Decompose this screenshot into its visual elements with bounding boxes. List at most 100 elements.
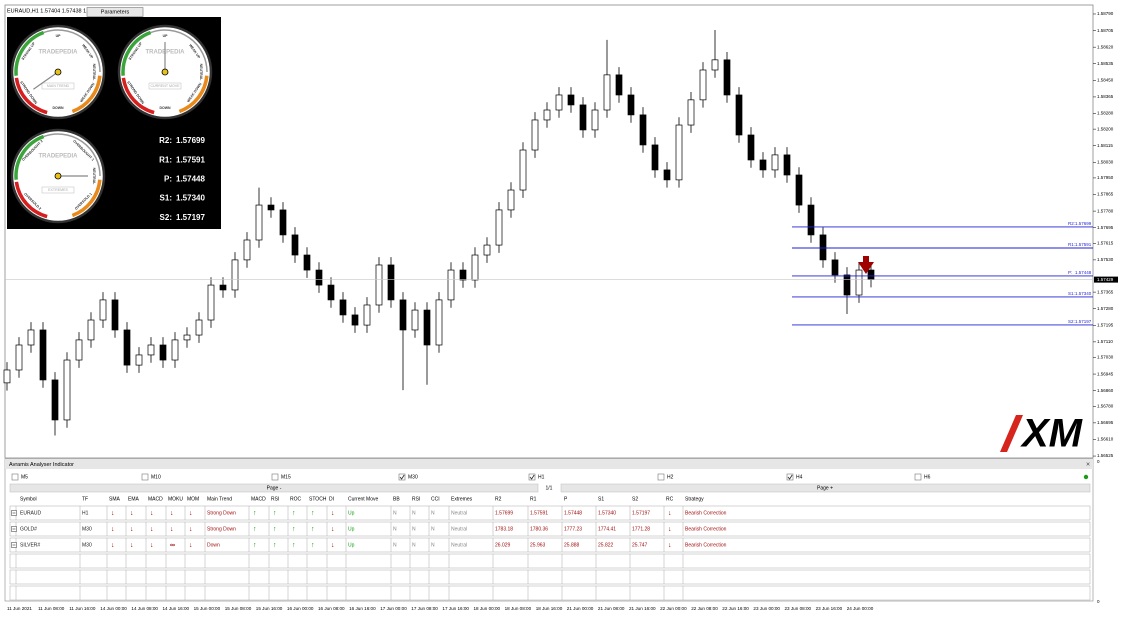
parameters-button[interactable]: [86, 7, 144, 17]
candle-body: [267, 204, 275, 211]
candle-body: [135, 354, 143, 366]
table-cell: Up: [348, 526, 355, 532]
candle-body: [795, 174, 803, 206]
checkmark: [399, 474, 405, 480]
timeframe-checkbox[interactable]: [271, 473, 279, 481]
candle-body: [315, 269, 323, 286]
candle-body: [147, 344, 155, 356]
scale-label: 0: [1097, 599, 1100, 604]
y-tick-label: 1.57030: [1097, 355, 1114, 360]
y-tick-label: 1.57365: [1097, 289, 1114, 294]
table-cell: ↓: [111, 526, 115, 533]
column-header: MOM: [187, 496, 199, 502]
page-next-label[interactable]: Page +: [817, 485, 833, 491]
indicator-panel: Avramis Analyser Indicator × Page - 1/1 …: [4, 458, 1100, 604]
gauge-hub: [54, 68, 62, 76]
gauge-label: DOWN: [52, 106, 64, 110]
candle-body: [519, 149, 527, 191]
timeframe-label[interactable]: H1: [538, 474, 545, 480]
panel-close[interactable]: ×: [1086, 461, 1090, 468]
x-tick-label: 23 Jun 00:00: [753, 606, 780, 611]
timeframe-label[interactable]: M30: [408, 474, 418, 480]
gauge-caption-box: [148, 82, 182, 90]
candle-body: [375, 264, 383, 306]
pivot-panel-name: R2:: [159, 136, 172, 145]
timeframe-checkbox[interactable]: [11, 473, 19, 481]
table-cell: Neutral: [451, 510, 467, 516]
column-header: S2: [632, 496, 638, 502]
candle-body: [591, 109, 599, 131]
y-tick-label: 1.57110: [1097, 339, 1113, 344]
gauge-caption-box: [41, 186, 75, 194]
timeframe-checkbox[interactable]: [657, 473, 665, 481]
pivot-panel-value: 1.57340: [176, 194, 205, 203]
candle-body: [531, 119, 539, 151]
candle-body: [663, 169, 671, 181]
timeframe-checkbox[interactable]: [914, 473, 922, 481]
candle-body: [387, 264, 395, 301]
y-tick-label: 1.57530: [1097, 257, 1114, 262]
y-tick-label: 1.56780: [1097, 403, 1114, 408]
column-header: RC: [666, 496, 674, 502]
candle-body: [339, 299, 347, 316]
timeframe-label[interactable]: M15: [281, 474, 291, 480]
candle-body: [627, 94, 635, 116]
gauge-arc: [178, 75, 209, 114]
y-tick-label: 1.58365: [1097, 94, 1114, 99]
parameters-label[interactable]: Parameters: [101, 9, 130, 15]
candle-body: [423, 309, 431, 346]
table-cell: M30: [82, 526, 92, 532]
gauge-arc: [43, 133, 101, 177]
page-prev-label[interactable]: Page -: [267, 485, 282, 491]
x-tick-label: 14 Jun 16:00: [163, 606, 190, 611]
candle-body: [447, 269, 455, 301]
candle-body: [555, 94, 563, 111]
table-cell: 1774.41: [598, 526, 616, 532]
candle-body: [543, 109, 551, 121]
y-tick-label: 1.58620: [1097, 44, 1114, 49]
timeframe-checkbox[interactable]: [141, 473, 149, 481]
timeframe-label[interactable]: H2: [667, 474, 674, 480]
timeframe-checkbox[interactable]: [528, 473, 536, 481]
timeframe-checkbox[interactable]: [398, 473, 406, 481]
gauge-label: NEUTRAL: [92, 64, 96, 82]
timeframe-label[interactable]: H4: [796, 474, 803, 480]
candle-body: [759, 159, 767, 171]
table-cell: N: [412, 542, 416, 548]
x-tick-label: 21 Jun 08:00: [598, 606, 625, 611]
current-price-box: [1094, 276, 1118, 283]
panel-titlebar: [5, 459, 1093, 469]
candle-body: [867, 269, 875, 280]
candle-body: [615, 74, 623, 96]
timeframe-label[interactable]: M10: [151, 474, 161, 480]
table-cell: 26.029: [495, 542, 511, 548]
table-cell: 25.963: [530, 542, 546, 548]
timeframe-checkbox[interactable]: [786, 473, 794, 481]
page-prev-button[interactable]: [9, 483, 539, 493]
table-cell: 1.57340: [598, 510, 616, 516]
candle-body: [699, 69, 707, 101]
x-tick-label: 17 Jun 00:00: [380, 606, 407, 611]
table-cell: H1: [82, 510, 89, 516]
candle-body: [351, 314, 359, 326]
page-next-button[interactable]: [560, 483, 1091, 493]
pivot-name: S2:: [1068, 319, 1075, 324]
y-tick-label: 1.56610: [1097, 437, 1114, 442]
logo: XM: [1020, 412, 1084, 456]
y-tick-label: 1.57280: [1097, 306, 1114, 311]
gauge-caption: EXTREMES: [48, 188, 68, 192]
pivot-value: 1.57197: [1075, 319, 1092, 324]
table-cell: GOLD#: [20, 526, 37, 532]
table-cell: 1780.36: [530, 526, 548, 532]
table-cell: N: [393, 526, 397, 532]
candle-body: [243, 239, 251, 261]
timeframe-label[interactable]: H6: [924, 474, 931, 480]
timeframe-label[interactable]: M5: [21, 474, 28, 480]
table-cell: ↓: [668, 526, 672, 533]
gauge-arc: [71, 75, 102, 114]
x-tick-label: 21 Jun 00:00: [567, 606, 594, 611]
column-header: STOCH: [309, 496, 327, 502]
y-tick-label: 1.58200: [1097, 126, 1114, 131]
column-header: R2: [495, 496, 502, 502]
